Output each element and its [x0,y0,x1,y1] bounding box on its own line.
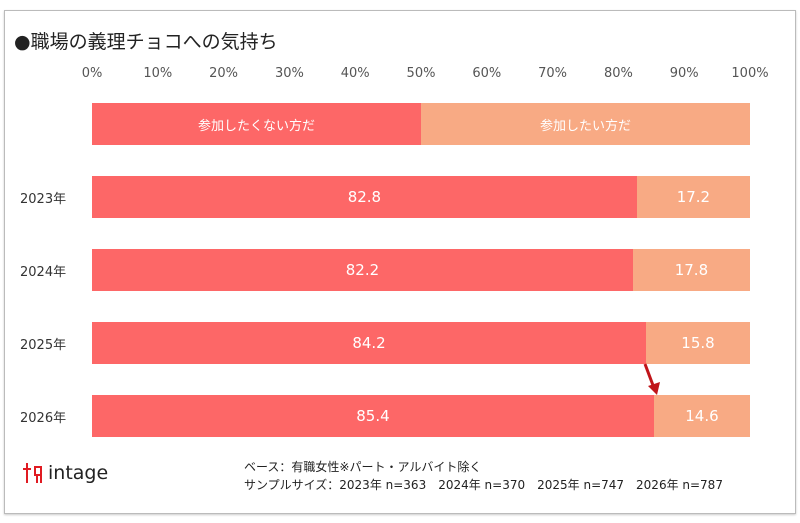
y-category-label: 2024年 [20,265,67,280]
footnote-base: ベース：有職女性※パート・アルバイト除く [244,460,482,474]
bar-not-want: 85.4 [92,395,654,437]
x-tick-label: 40% [340,66,370,81]
bar-not-want: 82.8 [92,176,637,218]
chart-title: ●職場の義理チョコへの気持ち [14,31,278,53]
x-tick-label: 100% [731,66,769,81]
bar-want: 17.2 [636,176,750,218]
legend-item-want: 参加したい方だ [421,103,750,145]
intage-logo-icon [23,463,42,483]
x-tick-label: 50% [406,66,436,81]
x-tick-label: 30% [274,66,304,81]
arrow-line [643,363,656,389]
bar-want: 15.8 [646,322,750,364]
bar-not-want: 82.2 [92,249,633,291]
chart-frame [4,10,796,514]
y-category-label: 2023年 [20,192,67,207]
x-tick-label: 0% [81,66,103,81]
arrow-head [648,382,660,395]
x-tick-label: 90% [669,66,699,81]
bar-not-want: 84.2 [92,322,647,364]
x-tick-label: 20% [209,66,239,81]
x-tick-label: 60% [472,66,502,81]
logo-text: intage [48,462,109,484]
x-tick-label: 70% [538,66,568,81]
bar-want: 14.6 [653,395,750,437]
intage-logo: intage [22,461,108,485]
x-tick-label: 10% [143,66,173,81]
footnote-sample-size: サンプルサイズ：2023年 n=363 2024年 n=370 2025年 n=… [244,478,723,492]
x-tick-label: 80% [603,66,633,81]
y-category-label: 2025年 [20,338,67,353]
bar-want: 17.8 [632,249,750,291]
legend-item-not-want: 参加したくない方だ [92,103,421,145]
y-category-label: 2026年 [20,411,67,426]
